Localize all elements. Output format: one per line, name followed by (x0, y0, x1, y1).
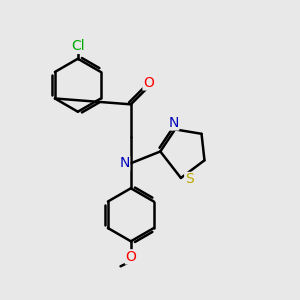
Text: O: O (143, 76, 154, 90)
Text: N: N (168, 116, 179, 130)
Text: S: S (185, 172, 194, 186)
Text: O: O (125, 250, 136, 264)
Text: Cl: Cl (71, 39, 85, 53)
Text: N: N (119, 156, 130, 170)
